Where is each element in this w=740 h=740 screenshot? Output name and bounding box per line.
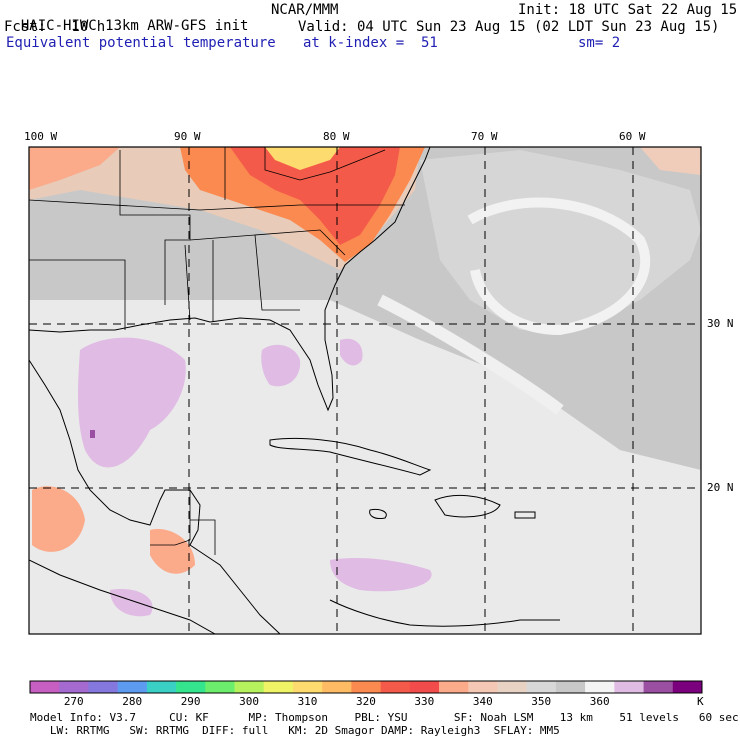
- colorbar-unit: K: [697, 695, 704, 708]
- lat-label-30n: 30 N: [707, 317, 734, 330]
- level-info: at k-index = 51: [303, 35, 438, 51]
- lat-label-20n: 20 N: [707, 481, 734, 494]
- colorbar-swatch: [234, 681, 265, 693]
- lon-label-80w: 80 W: [323, 130, 350, 143]
- colorbar-swatch: [176, 681, 206, 693]
- field-low-pacific: [110, 589, 153, 617]
- field-low-patch-a: [261, 344, 301, 387]
- colorbar-tick-label: 300: [239, 695, 259, 708]
- border-9: [264, 147, 386, 181]
- coastlines: [29, 147, 560, 634]
- field-warm-mexico: [32, 486, 85, 552]
- field-low-patch-b: [340, 338, 363, 366]
- coastline-hispaniola: [434, 495, 501, 518]
- colorbar-swatch: [205, 681, 235, 693]
- field-swirl-band: [467, 197, 651, 336]
- colorbar-swatch: [146, 681, 177, 693]
- colorbar-swatch: [30, 681, 60, 693]
- border-11: [150, 489, 191, 546]
- colorbar-tick-label: 330: [414, 695, 435, 708]
- lon-label-60w: 60 W: [619, 130, 646, 143]
- border-6: [254, 234, 300, 311]
- org-label: NCAR/MMM: [271, 2, 339, 18]
- field-name: Equivalent potential temperature: [6, 35, 276, 51]
- colorbar-tick-label: 320: [356, 695, 376, 708]
- border-12: [190, 519, 216, 555]
- colorbar-swatch: [672, 681, 703, 693]
- border-1: [29, 199, 201, 211]
- colorbar-swatch: [585, 681, 615, 693]
- colorbar-swatch: [380, 681, 411, 693]
- colorbar-swatch: [292, 681, 323, 693]
- colorbar-frame: [29, 680, 703, 694]
- colorbar-tick-label: 290: [180, 695, 201, 708]
- coastline-south-america: [329, 599, 560, 627]
- colorbar-swatch: [439, 681, 469, 693]
- model-title: HAIC-HIWC 13km ARW-GFS init: [4, 2, 249, 34]
- coastline-us: [29, 147, 431, 412]
- field-warm-moist-region: [29, 300, 701, 634]
- colorbar-swatch: [526, 681, 557, 693]
- coastline-jamaica: [369, 509, 387, 519]
- colorbar-swatch: [88, 681, 118, 693]
- colorbar-tick-label: 310: [297, 695, 318, 708]
- field-cyclone-swirl: [420, 150, 701, 330]
- border-2: [29, 259, 126, 330]
- field-min-spot: [90, 430, 95, 438]
- colorbar-swatch: [497, 681, 527, 693]
- coastline-cuba: [269, 437, 432, 476]
- footer-line-2: LW: RRTMG SW: RRTMG DIFF: full KM: 2D Sm…: [30, 724, 560, 737]
- coastline-pacific: [29, 559, 216, 634]
- colorbar-tick-label: 340: [472, 695, 493, 708]
- field-low-gulf: [77, 337, 186, 468]
- map-field: [29, 147, 701, 634]
- colorbar: [29, 680, 703, 694]
- map-frame: [28, 146, 702, 635]
- colorbar-tick-label: 360: [589, 695, 610, 708]
- field-moist-band: [377, 294, 564, 415]
- smoothing-info: sm= 2: [578, 35, 621, 51]
- colorbar-swatch: [555, 681, 586, 693]
- field-hottest-plume: [265, 147, 340, 170]
- lon-label-70w: 70 W: [471, 130, 498, 143]
- border-3: [119, 150, 191, 305]
- footer-line-1: Model Info: V3.7 CU: KF MP: Thompson PBL…: [30, 711, 739, 724]
- colorbar-swatch: [468, 681, 498, 693]
- init-time: Init: 18 UTC Sat 22 Aug 15: [518, 2, 738, 18]
- model-title-text: HAIC-HIWC 13km ARW-GFS init: [20, 18, 249, 34]
- valid-time: Valid: 04 UTC Sun 23 Aug 15 (02 LDT Sun …: [298, 19, 720, 35]
- colorbar-tick-label: 280: [122, 695, 143, 708]
- field-low-caribbean: [330, 558, 432, 592]
- colorbar-swatch: [409, 681, 440, 693]
- field-warm-west: [29, 147, 120, 190]
- colorbar-swatch: [59, 681, 89, 693]
- field-hot-plume: [230, 147, 400, 245]
- lon-label-90w: 90 W: [174, 130, 201, 143]
- colorbar-swatch: [263, 681, 294, 693]
- colorbar-swatch: [643, 681, 674, 693]
- forecast-hour: Fcst: 10 h: [4, 19, 106, 35]
- coastline-puerto-rico: [514, 511, 536, 519]
- lon-label-100w: 100 W: [24, 130, 58, 143]
- border-8: [199, 204, 405, 211]
- colorbar-tick-label: 350: [531, 695, 552, 708]
- colorbar-tick-label: 270: [63, 695, 84, 708]
- colorbar-swatch: [614, 681, 644, 693]
- field-warm-guatemala: [150, 529, 195, 574]
- colorbar-swatch: [117, 681, 148, 693]
- field-tan-corner: [640, 147, 701, 175]
- colorbar-swatch: [322, 681, 352, 693]
- graticule: [29, 147, 701, 634]
- colorbar-swatch: [351, 681, 381, 693]
- coastline-mexico: [29, 359, 281, 634]
